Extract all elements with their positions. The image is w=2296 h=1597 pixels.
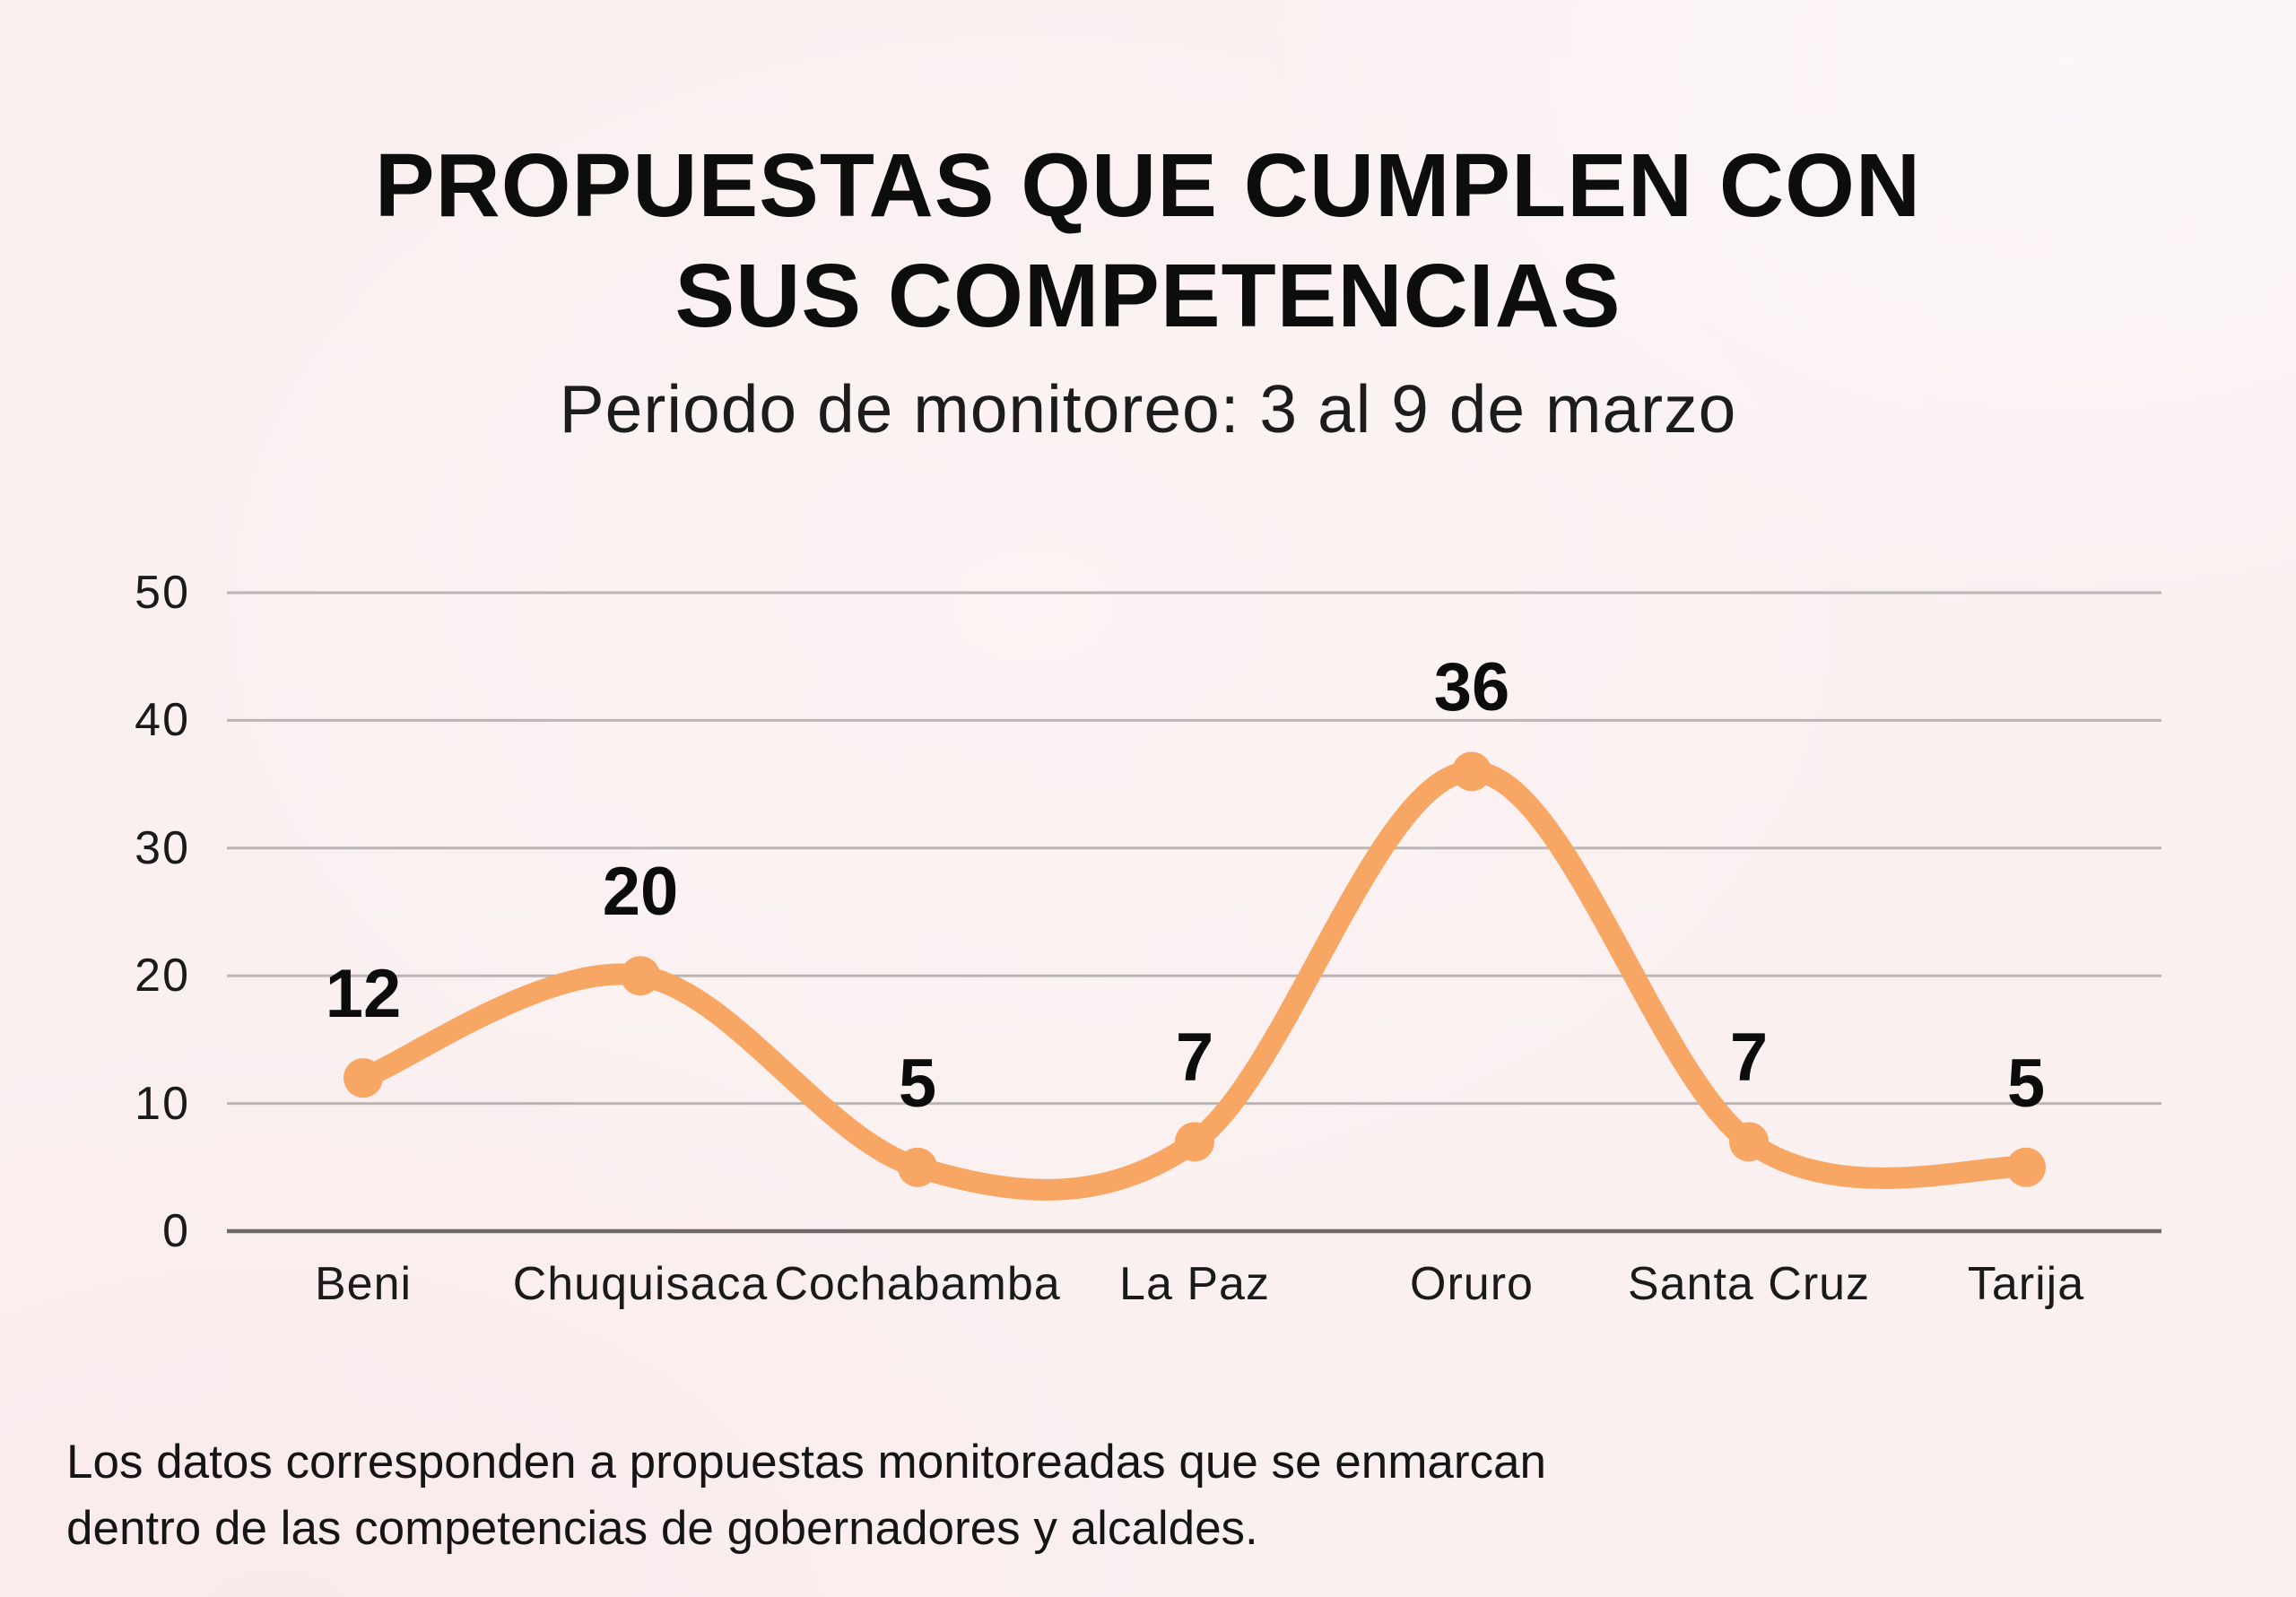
y-axis-tick-label: 20: [135, 950, 190, 1002]
data-point-value-label: 20: [602, 854, 679, 931]
x-axis-category-label: Tarija: [1967, 1258, 2085, 1310]
data-point-marker: [344, 1058, 383, 1098]
data-point-marker: [1175, 1122, 1214, 1162]
data-point-value-label: 5: [898, 1045, 937, 1122]
data-point-value-label: 12: [325, 956, 402, 1033]
y-axis-tick-label: 40: [135, 694, 190, 747]
data-point-value-label: 36: [1433, 649, 1510, 726]
x-axis-category-label: Santa Cruz: [1627, 1258, 1871, 1310]
data-point-marker: [2006, 1147, 2046, 1187]
y-axis-tick-label: 0: [162, 1205, 190, 1257]
chart-title-line2: SUS COMPETENCIAS: [674, 246, 1622, 346]
y-axis-tick-label: 30: [135, 821, 190, 874]
data-point-marker: [1729, 1122, 1769, 1162]
x-axis-category-label: Chuquisaca: [512, 1258, 769, 1310]
x-axis-category-label: Oruro: [1410, 1258, 1534, 1310]
data-point-value-label: 7: [1729, 1020, 1769, 1097]
chart-subtitle: Periodo de monitoreo: 3 al 9 de marzo: [559, 371, 1737, 447]
footnote: Los datos corresponden a propuestas moni…: [66, 1429, 1546, 1562]
x-axis-category-label: Beni: [314, 1258, 413, 1310]
chart-title: PROPUESTAS QUE CUMPLEN CON SUS COMPETENC…: [0, 131, 2296, 352]
data-point-value-label: 7: [1175, 1020, 1214, 1097]
data-point-marker: [621, 956, 660, 996]
footnote-line1: Los datos corresponden a propuestas moni…: [66, 1436, 1546, 1489]
footnote-line2: dentro de las competencias de gobernador…: [66, 1502, 1258, 1555]
y-axis-tick-label: 10: [135, 1077, 190, 1130]
data-point-marker: [1452, 751, 1492, 792]
x-axis-category-label: La Paz: [1119, 1258, 1270, 1310]
x-axis-category-label: Cochabamba: [774, 1258, 1061, 1310]
y-axis-tick-label: 50: [135, 567, 190, 619]
chart-title-line1: PROPUESTAS QUE CUMPLEN CON: [374, 135, 1922, 236]
data-point-value-label: 5: [2006, 1045, 2046, 1122]
data-point-marker: [898, 1147, 937, 1187]
